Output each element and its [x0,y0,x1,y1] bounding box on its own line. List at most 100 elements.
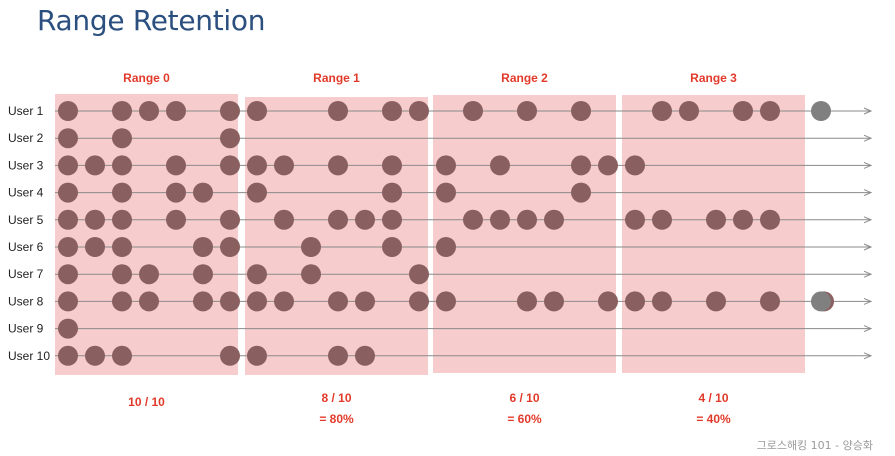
activity-dot [463,209,483,230]
page-title: Range Retention [37,4,266,37]
range-label: Range 2 [501,71,548,85]
activity-dot [58,182,78,203]
activity-dot [247,155,267,176]
activity-dot [220,128,240,149]
activity-dot [436,291,456,312]
arrow-head-icon [863,161,873,169]
activity-dot [58,237,78,257]
activity-dot [625,155,645,176]
activity-dot [517,291,537,312]
range-percent: = 60% [507,412,542,426]
range-summary: 10 / 10 [128,395,165,409]
activity-dot [301,264,321,285]
activity-dot [220,237,240,257]
range-percent: = 80% [319,412,354,426]
arrow-head-icon [863,325,873,333]
activity-dot [58,209,78,230]
activity-dot [463,101,483,121]
activity-dot [85,155,105,176]
activity-dot [166,101,186,121]
activity-dot [382,209,402,230]
user-label: User 5 [8,213,44,227]
activity-dot [760,101,780,121]
activity-dot [625,209,645,230]
activity-dot [652,101,672,121]
activity-dot [490,209,510,230]
timelines [55,107,873,360]
activity-dot [679,101,699,121]
activity-dot [355,291,375,312]
activity-dot [166,182,186,203]
activity-dot [760,209,780,230]
activity-dot [274,291,294,312]
activity-dot [112,128,132,149]
arrow-head-icon [863,352,873,360]
activity-dot [112,264,132,285]
range-labels: Range 0 Range 1 Range 2 Range 3 [123,71,737,85]
user-label: User 6 [8,240,44,254]
range-label: Range 1 [313,71,360,85]
user-label: User 4 [8,186,44,200]
activity-dot [166,155,186,176]
activity-dot [598,155,618,176]
activity-dot [193,291,213,312]
activity-dot [382,237,402,257]
user-label: User 8 [8,294,44,308]
arrow-head-icon [863,243,873,251]
activity-dot [733,101,753,121]
activity-dot [355,209,375,230]
activity-dot [760,291,780,312]
activity-dot [112,345,132,366]
activity-dot [193,264,213,285]
activity-dot [355,345,375,366]
range-band-3 [622,95,805,373]
activity-dot [409,291,429,312]
range-band-0 [55,94,238,375]
user-label: User 1 [8,104,44,118]
activity-dot [328,155,348,176]
activity-dot [436,237,456,257]
activity-dot [220,155,240,176]
activity-dot [328,209,348,230]
activity-dot [139,291,159,312]
activity-dot [490,155,510,176]
activity-dot [328,291,348,312]
user-labels: User 1 User 2 User 3 User 4 User 5 User 6 User… [8,104,50,363]
range-label: Range 3 [690,71,737,85]
activity-dot [85,237,105,257]
activity-dot-future [811,101,831,121]
activity-dot [301,237,321,257]
activity-dot [733,209,753,230]
activity-dot [58,155,78,176]
range-label: Range 0 [123,71,170,85]
arrow-head-icon [863,107,873,115]
activity-dot [193,237,213,257]
activity-dot [220,291,240,312]
activity-dot [58,345,78,366]
user-label: User 10 [8,349,50,363]
activity-dot [85,345,105,366]
user-label: User 9 [8,322,44,336]
range-bands [55,94,805,375]
activity-dot [436,155,456,176]
activity-dot [274,209,294,230]
activity-dot [166,209,186,230]
activity-dot [571,182,591,203]
activity-dot [247,345,267,366]
activity-dot [382,155,402,176]
activity-dot [220,345,240,366]
activity-dots [58,101,834,366]
activity-dot [193,182,213,203]
activity-dot [544,291,564,312]
activity-dot [625,291,645,312]
activity-dot [382,182,402,203]
range-summary: 6 / 10 [509,391,539,405]
activity-dot [139,101,159,121]
activity-dot [112,101,132,121]
activity-dot [112,237,132,257]
range-summaries: 10 / 10 8 / 10 = 80% 6 / 10 = 60% 4 / 10 = 40% [128,391,731,426]
activity-dot [58,264,78,285]
activity-dot [652,291,672,312]
user-label: User 2 [8,131,44,145]
